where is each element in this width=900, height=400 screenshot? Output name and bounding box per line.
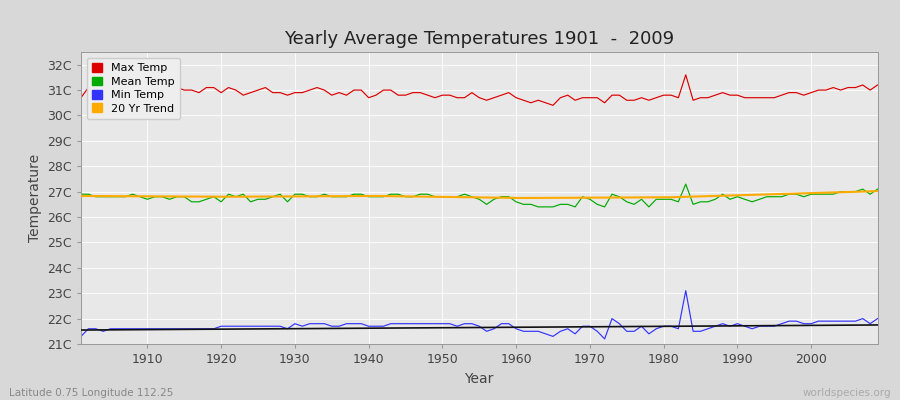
20 Yr Trend (223, 194, 234, 199)
Min Temp (607, 316, 617, 321)
Min Temp (297, 324, 308, 329)
20 Yr Trend (666, 195, 677, 200)
Max Temp (297, 90, 308, 95)
20 Yr Trend (76, 194, 86, 198)
Max Temp (680, 72, 691, 77)
Line: Mean Temp: Mean Temp (81, 184, 878, 207)
Line: Max Temp: Max Temp (81, 75, 878, 105)
20 Yr Trend (371, 194, 382, 198)
Min Temp (599, 336, 610, 341)
Text: Latitude 0.75 Longitude 112.25: Latitude 0.75 Longitude 112.25 (9, 388, 174, 398)
Mean Temp (76, 192, 86, 196)
Max Temp (872, 83, 883, 88)
Mean Temp (135, 194, 146, 199)
Y-axis label: Temperature: Temperature (28, 154, 41, 242)
Line: Min Temp: Min Temp (81, 291, 878, 339)
Text: worldspecies.org: worldspecies.org (803, 388, 891, 398)
Min Temp (510, 326, 521, 331)
Mean Temp (872, 187, 883, 192)
Mean Temp (503, 194, 514, 199)
Mean Temp (510, 200, 521, 204)
Min Temp (680, 288, 691, 293)
X-axis label: Year: Year (464, 372, 494, 386)
Max Temp (76, 95, 86, 100)
Mean Temp (533, 204, 544, 209)
Max Temp (607, 93, 617, 98)
Mean Temp (680, 182, 691, 186)
Min Temp (341, 321, 352, 326)
20 Yr Trend (518, 196, 529, 200)
Line: 20 Yr Trend: 20 Yr Trend (81, 191, 878, 198)
Mean Temp (607, 192, 617, 196)
Max Temp (341, 93, 352, 98)
Max Temp (547, 103, 558, 108)
Max Temp (503, 90, 514, 95)
20 Yr Trend (872, 189, 883, 194)
Max Temp (510, 95, 521, 100)
Title: Yearly Average Temperatures 1901  -  2009: Yearly Average Temperatures 1901 - 2009 (284, 30, 674, 48)
Min Temp (872, 316, 883, 321)
Min Temp (76, 334, 86, 339)
Mean Temp (341, 194, 352, 199)
Min Temp (135, 326, 146, 331)
Min Temp (503, 321, 514, 326)
Mean Temp (297, 192, 308, 196)
Legend: Max Temp, Mean Temp, Min Temp, 20 Yr Trend: Max Temp, Mean Temp, Min Temp, 20 Yr Tre… (86, 58, 180, 119)
Max Temp (135, 85, 146, 90)
